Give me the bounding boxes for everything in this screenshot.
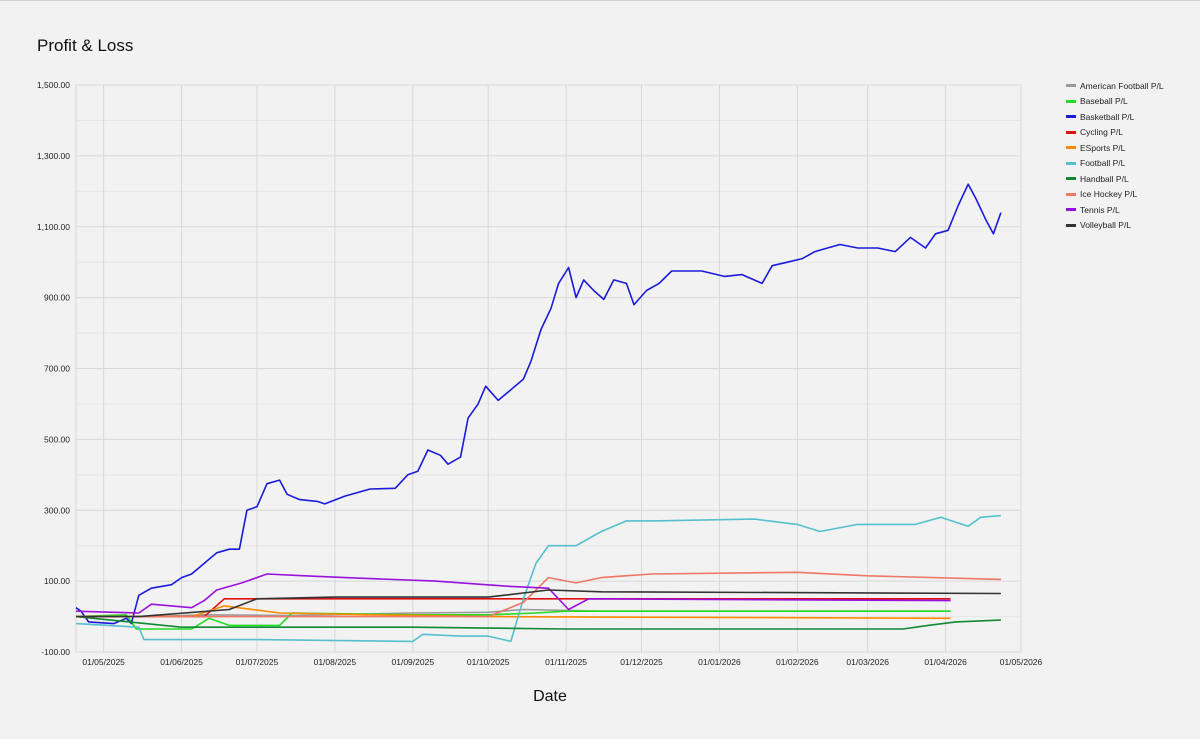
- y-tick-label: -100.00: [41, 647, 70, 657]
- legend-item-volleyball-p-l[interactable]: Volleyball P/L: [1066, 218, 1164, 234]
- x-axis-title: Date: [533, 688, 567, 705]
- legend-label: ESports P/L: [1080, 142, 1126, 153]
- y-tick-label: 1,300.00: [37, 151, 70, 161]
- legend-label: Volleyball P/L: [1080, 220, 1132, 231]
- x-tick-label: 01/04/2026: [924, 657, 967, 667]
- legend-label: Basketball P/L: [1080, 111, 1135, 122]
- y-tick-label: 100.00: [44, 576, 70, 586]
- legend-swatch: [1066, 192, 1076, 196]
- series-line-ice-hockey-p-l: [76, 571, 1001, 618]
- x-tick-label: 01/01/2026: [698, 657, 741, 667]
- legend-label: American Football P/L: [1080, 80, 1164, 91]
- legend-swatch: [1066, 130, 1076, 134]
- legend-label: Football P/L: [1080, 158, 1126, 169]
- series-line-volleyball-p-l: [76, 589, 1001, 618]
- legend-item-baseball-p-l[interactable]: Baseball P/L: [1066, 94, 1164, 110]
- legend-label: Cycling P/L: [1080, 127, 1123, 138]
- legend-item-tennis-p-l[interactable]: Tennis P/L: [1066, 202, 1164, 218]
- x-tick-label: 01/10/2025: [467, 657, 510, 667]
- series-line-handball-p-l: [75, 615, 1001, 630]
- legend-swatch: [1066, 115, 1076, 119]
- legend-item-esports-p-l[interactable]: ESports P/L: [1066, 140, 1164, 156]
- legend-label: Handball P/L: [1080, 173, 1129, 184]
- x-tick-label: 01/11/2025: [545, 657, 587, 667]
- y-tick-label: 500.00: [44, 434, 70, 444]
- x-axis: 01/05/2025 01/06/2025 01/07/2025 01/08/2025…: [82, 657, 1042, 667]
- legend-label: Ice Hockey P/L: [1080, 189, 1138, 200]
- legend-swatch: [1066, 99, 1076, 103]
- x-tick-label: 01/05/2025: [82, 657, 125, 667]
- series-line-basketball-p-l: [75, 183, 1002, 625]
- x-tick-label: 01/03/2026: [846, 657, 889, 667]
- y-axis: -100.00 100.00 300.00 500.00 700.00 900.00 1,1…: [37, 80, 70, 657]
- legend-swatch: [1066, 84, 1076, 88]
- legend-swatch: [1066, 208, 1076, 212]
- x-tick-label: 01/09/2025: [392, 657, 435, 667]
- y-tick-label: 1,100.00: [37, 222, 70, 232]
- x-tick-label: 01/07/2025: [236, 657, 279, 667]
- legend-item-cycling-p-l[interactable]: Cycling P/L: [1066, 125, 1164, 141]
- legend-swatch: [1066, 177, 1076, 181]
- x-tick-label: 01/02/2026: [776, 657, 819, 667]
- y-tick-label: 1,500.00: [37, 80, 70, 90]
- legend-item-american-football-p-l[interactable]: American Football P/L: [1066, 78, 1164, 94]
- y-tick-label: 700.00: [44, 364, 70, 374]
- x-tick-label: 01/08/2025: [314, 657, 357, 667]
- legend-swatch: [1066, 161, 1076, 165]
- legend-label: Tennis P/L: [1080, 204, 1120, 215]
- x-tick-label: 01/05/2026: [1000, 657, 1043, 667]
- legend-item-handball-p-l[interactable]: Handball P/L: [1066, 171, 1164, 187]
- x-tick-label: 01/12/2025: [620, 657, 663, 667]
- chart-legend: American Football P/L Baseball P/L Basketb…: [1066, 78, 1164, 233]
- y-tick-label: 900.00: [44, 293, 70, 303]
- series-line-tennis-p-l: [75, 573, 951, 614]
- legend-label: Baseball P/L: [1080, 96, 1128, 107]
- series-line-baseball-p-l: [75, 610, 951, 630]
- legend-item-football-p-l[interactable]: Football P/L: [1066, 156, 1164, 172]
- x-tick-label: 01/06/2025: [160, 657, 203, 667]
- y-tick-label: 300.00: [44, 505, 70, 515]
- chart-grid: [75, 84, 1022, 653]
- legend-swatch: [1066, 146, 1076, 150]
- chart-title: Profit & Loss: [37, 36, 134, 55]
- series-line-football-p-l: [75, 514, 1001, 643]
- legend-swatch: [1066, 223, 1076, 227]
- legend-item-ice-hockey-p-l[interactable]: Ice Hockey P/L: [1066, 187, 1164, 203]
- legend-item-basketball-p-l[interactable]: Basketball P/L: [1066, 109, 1164, 125]
- plot-area: [75, 183, 1002, 643]
- top-border: [0, 0, 1200, 1]
